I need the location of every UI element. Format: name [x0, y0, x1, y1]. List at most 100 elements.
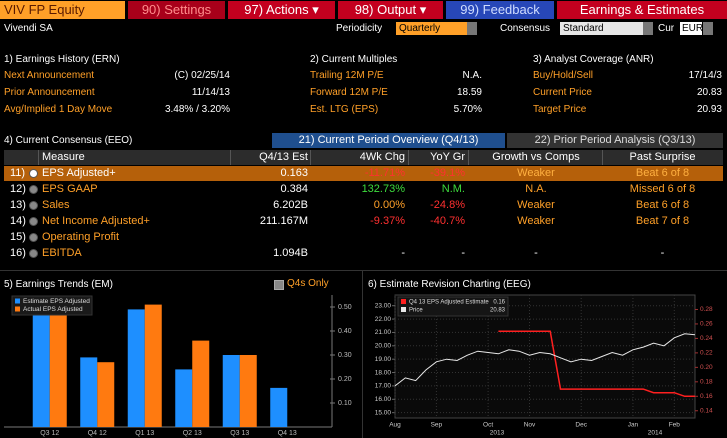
- table-row: [4, 214, 723, 229]
- chart-title: 6) Estimate Revision Charting (EEG): [368, 279, 531, 290]
- ticker-input[interactable]: VIV FP Equity: [0, 1, 125, 19]
- column-separator: [468, 150, 469, 165]
- toolbar-button[interactable]: 99) Feedback: [446, 1, 554, 19]
- toolbar-button[interactable]: 97) Actions ▾: [228, 1, 335, 19]
- cell-value: -40.7%: [430, 215, 465, 227]
- column-header: YoY Gr: [430, 151, 465, 163]
- row-number[interactable]: 14): [10, 215, 26, 227]
- cell-value: 0.163: [280, 167, 308, 179]
- periodicity-label: Periodicity: [336, 23, 383, 34]
- table-row: [4, 230, 723, 245]
- field-label: Target Price: [533, 104, 587, 115]
- dropdown-arrow: [703, 22, 713, 35]
- radio-button[interactable]: [29, 201, 38, 210]
- row-number[interactable]: 11): [10, 167, 26, 179]
- radio-button[interactable]: [29, 249, 38, 258]
- toolbar-button[interactable]: 90) Settings: [128, 1, 225, 19]
- dropdown-arrow: [467, 22, 477, 35]
- section-title: 1) Earnings History (ERN): [4, 54, 120, 65]
- field-value: 20.83: [696, 87, 722, 98]
- cell-value: 0.384: [280, 183, 308, 195]
- cell-value: -11.71%: [364, 167, 405, 179]
- cell-value: -9.37%: [370, 215, 405, 227]
- column-separator: [310, 150, 311, 165]
- radio-button[interactable]: [29, 185, 38, 194]
- cell-value: Missed 6 of 8: [629, 183, 696, 195]
- field-label: Next Announcement: [4, 70, 95, 81]
- consensus-select[interactable]: Standard: [560, 22, 643, 35]
- section-title: 4) Current Consensus (EEO): [4, 135, 133, 146]
- measure-name: EPS GAAP: [42, 183, 98, 195]
- radio-button[interactable]: [29, 169, 38, 178]
- field-label: Est. LTG (EPS): [310, 104, 379, 115]
- field-value: 5.70%: [453, 104, 482, 115]
- company-name: Vivendi SA: [4, 23, 53, 34]
- cell-value: Beat 7 of 8: [635, 215, 690, 227]
- measure-name: Sales: [42, 199, 70, 211]
- column-header: Measure: [42, 151, 85, 163]
- field-label: Trailing 12M P/E: [310, 70, 384, 81]
- function-title: Earnings & Estimates: [557, 1, 727, 19]
- toolbar-button[interactable]: 98) Output ▾: [338, 1, 443, 19]
- cell-value: 132.73%: [361, 183, 405, 195]
- column-header: Q4/13 Est: [259, 151, 308, 163]
- section-title: 2) Current Multiples: [310, 54, 398, 65]
- cell-value: 0.00%: [373, 199, 405, 211]
- radio-button[interactable]: [29, 217, 38, 226]
- tab[interactable]: 22) Prior Period Analysis (Q3/13): [507, 133, 723, 148]
- chart-title: 5) Earnings Trends (EM): [4, 279, 113, 290]
- currency-select[interactable]: EUR: [680, 22, 702, 35]
- radio-button[interactable]: [29, 233, 38, 242]
- field-label: Current Price: [533, 87, 592, 98]
- cell-value: Beat 6 of 8: [635, 199, 690, 211]
- table-row: [4, 166, 723, 181]
- cell-value: -: [660, 247, 665, 259]
- dropdown-arrow: [643, 22, 653, 35]
- field-value: 20.93: [696, 104, 722, 115]
- toggle-label[interactable]: Q4s Only: [287, 278, 329, 289]
- cell-value: 6.202B: [273, 199, 308, 211]
- table-row: [4, 182, 723, 197]
- currency-label: Cur: [658, 23, 675, 34]
- cell-value: 1.094B: [273, 247, 308, 259]
- cell-value: N.M.: [441, 183, 465, 195]
- tab[interactable]: 21) Current Period Overview (Q4/13): [272, 133, 505, 148]
- row-number[interactable]: 13): [10, 199, 26, 211]
- field-value: 3.48% / 3.20%: [164, 104, 230, 115]
- checkbox[interactable]: [274, 280, 284, 290]
- section-title: 3) Analyst Coverage (ANR): [533, 54, 654, 65]
- field-value: 11/14/13: [191, 87, 230, 98]
- field-value: 18.59: [456, 87, 482, 98]
- field-label: Buy/Hold/Sell: [533, 70, 594, 81]
- row-number[interactable]: 15): [10, 231, 26, 243]
- row-number[interactable]: 16): [10, 247, 26, 259]
- cell-value: -: [401, 247, 405, 259]
- field-label: Forward 12M P/E: [310, 87, 388, 98]
- cell-value: -: [534, 247, 538, 259]
- column-header: 4Wk Chg: [359, 151, 405, 163]
- row-number[interactable]: 12): [10, 183, 26, 195]
- measure-name: EPS Adjusted+: [42, 167, 116, 179]
- panel-separator: [0, 270, 727, 271]
- field-label: Avg/Implied 1 Day Move: [4, 104, 113, 115]
- cell-value: -24.8%: [430, 199, 465, 211]
- table-row: [4, 246, 723, 261]
- measure-name: Operating Profit: [42, 231, 120, 243]
- column-header: Growth vs Comps: [492, 151, 580, 163]
- measure-name: EBITDA: [42, 247, 82, 259]
- table-header-bg: [4, 150, 723, 165]
- field-value: (C) 02/25/14: [174, 70, 230, 81]
- cell-value: Weaker: [517, 199, 555, 211]
- column-separator: [38, 150, 39, 165]
- cell-value: 211.167M: [259, 215, 308, 227]
- cell-value: Beat 6 of 8: [635, 167, 690, 179]
- consensus-label: Consensus: [500, 23, 551, 34]
- measure-name: Net Income Adjusted+: [42, 215, 150, 227]
- column-separator: [230, 150, 231, 165]
- cell-value: -39.1%: [430, 167, 465, 179]
- cell-value: Weaker: [517, 215, 555, 227]
- field-label: Prior Announcement: [4, 87, 95, 98]
- column-header: Past Surprise: [629, 151, 696, 163]
- periodicity-select[interactable]: Quarterly: [396, 22, 467, 35]
